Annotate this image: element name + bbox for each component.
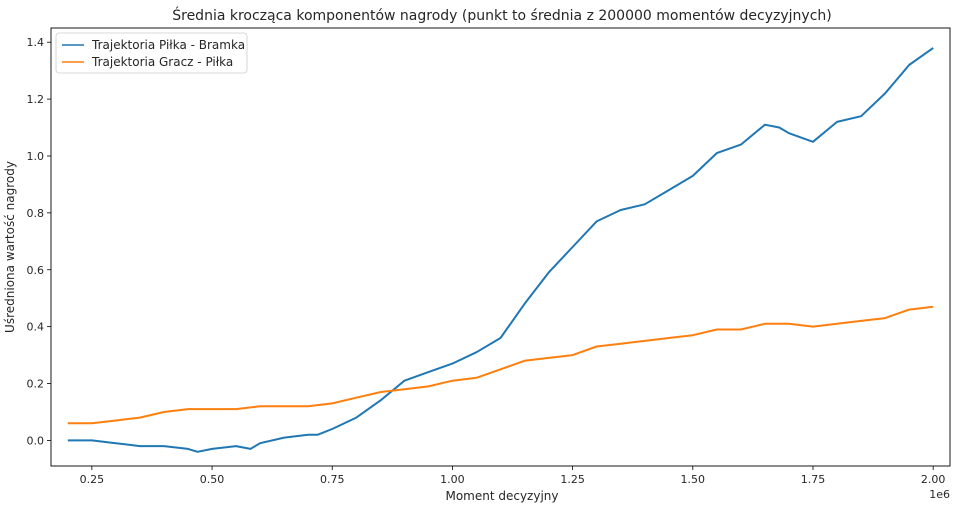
y-tick-label: 1.0 <box>27 150 45 163</box>
x-tick-label: 0.25 <box>80 473 105 486</box>
chart-title: Średnia krocząca komponentów nagrody (pu… <box>172 6 832 24</box>
x-tick-label: 1.25 <box>560 473 585 486</box>
legend-entry-ball-goal: Trajektoria Piłka - Bramka <box>91 38 245 52</box>
x-tick-label: 0.75 <box>320 473 345 486</box>
y-tick-label: 0.6 <box>27 264 45 277</box>
y-tick-label: 1.2 <box>27 93 45 106</box>
series-line-player-ball <box>67 305 934 425</box>
y-tick-label: 0.2 <box>27 378 45 391</box>
x-axis-label: Moment decyzyjny <box>445 489 558 503</box>
legend-entry-player-ball: Trajektoria Gracz - Piłka <box>91 55 233 69</box>
legend: Trajektoria Piłka - Bramka Trajektoria G… <box>55 32 248 74</box>
y-tick-label: 0.4 <box>27 321 45 334</box>
x-tick-label: 0.50 <box>200 473 225 486</box>
y-tick-label: 1.4 <box>27 36 45 49</box>
x-tick-label: 1.00 <box>440 473 465 486</box>
plot-frame <box>50 27 951 467</box>
x-tick-label: 1.75 <box>801 473 826 486</box>
x-tick-label: 2.00 <box>921 473 946 486</box>
y-tick-label: 0.0 <box>27 434 45 447</box>
legend-box <box>55 32 248 74</box>
x-axis-offset-label: 1e6 <box>929 488 950 501</box>
series-line-ball-goal <box>67 47 934 453</box>
y-axis-label: Uśredniona wartość nagrody <box>3 161 17 333</box>
y-tick-label: 0.8 <box>27 207 45 220</box>
x-tick-label: 1.50 <box>681 473 706 486</box>
